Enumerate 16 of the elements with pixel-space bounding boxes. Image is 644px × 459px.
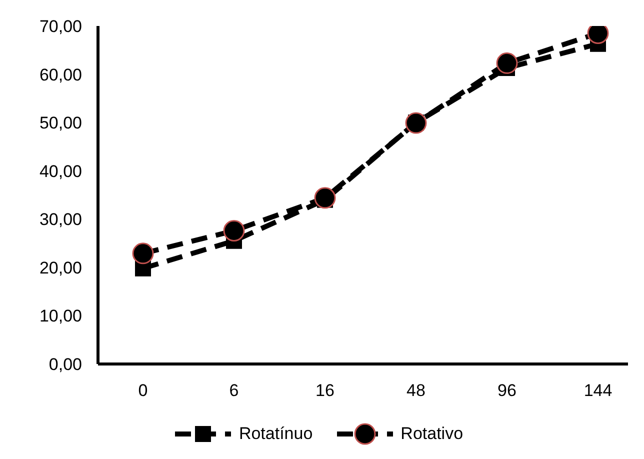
y-tick-label: 60,00: [39, 65, 82, 84]
x-tick-label: 96: [498, 381, 516, 400]
x-tick-label: 16: [316, 381, 334, 400]
y-tick-label: 50,00: [39, 114, 82, 133]
x-tick-label: 144: [584, 381, 612, 400]
x-tick-label: 6: [229, 381, 239, 400]
x-tick-label: 0: [138, 381, 148, 400]
y-tick-label: 0,00: [48, 355, 82, 374]
y-tick-label: 20,00: [39, 258, 82, 278]
legend-label: Rotativo: [400, 424, 464, 444]
y-tick-label: 10,00: [39, 306, 82, 326]
y-tick-label: 30,00: [39, 210, 82, 230]
y-tick-label: 70,00: [39, 17, 82, 36]
legend-label: Rotatínuo: [238, 424, 313, 444]
x-tick-label: 48: [406, 381, 426, 400]
y-tick-label: 40,00: [39, 162, 82, 181]
